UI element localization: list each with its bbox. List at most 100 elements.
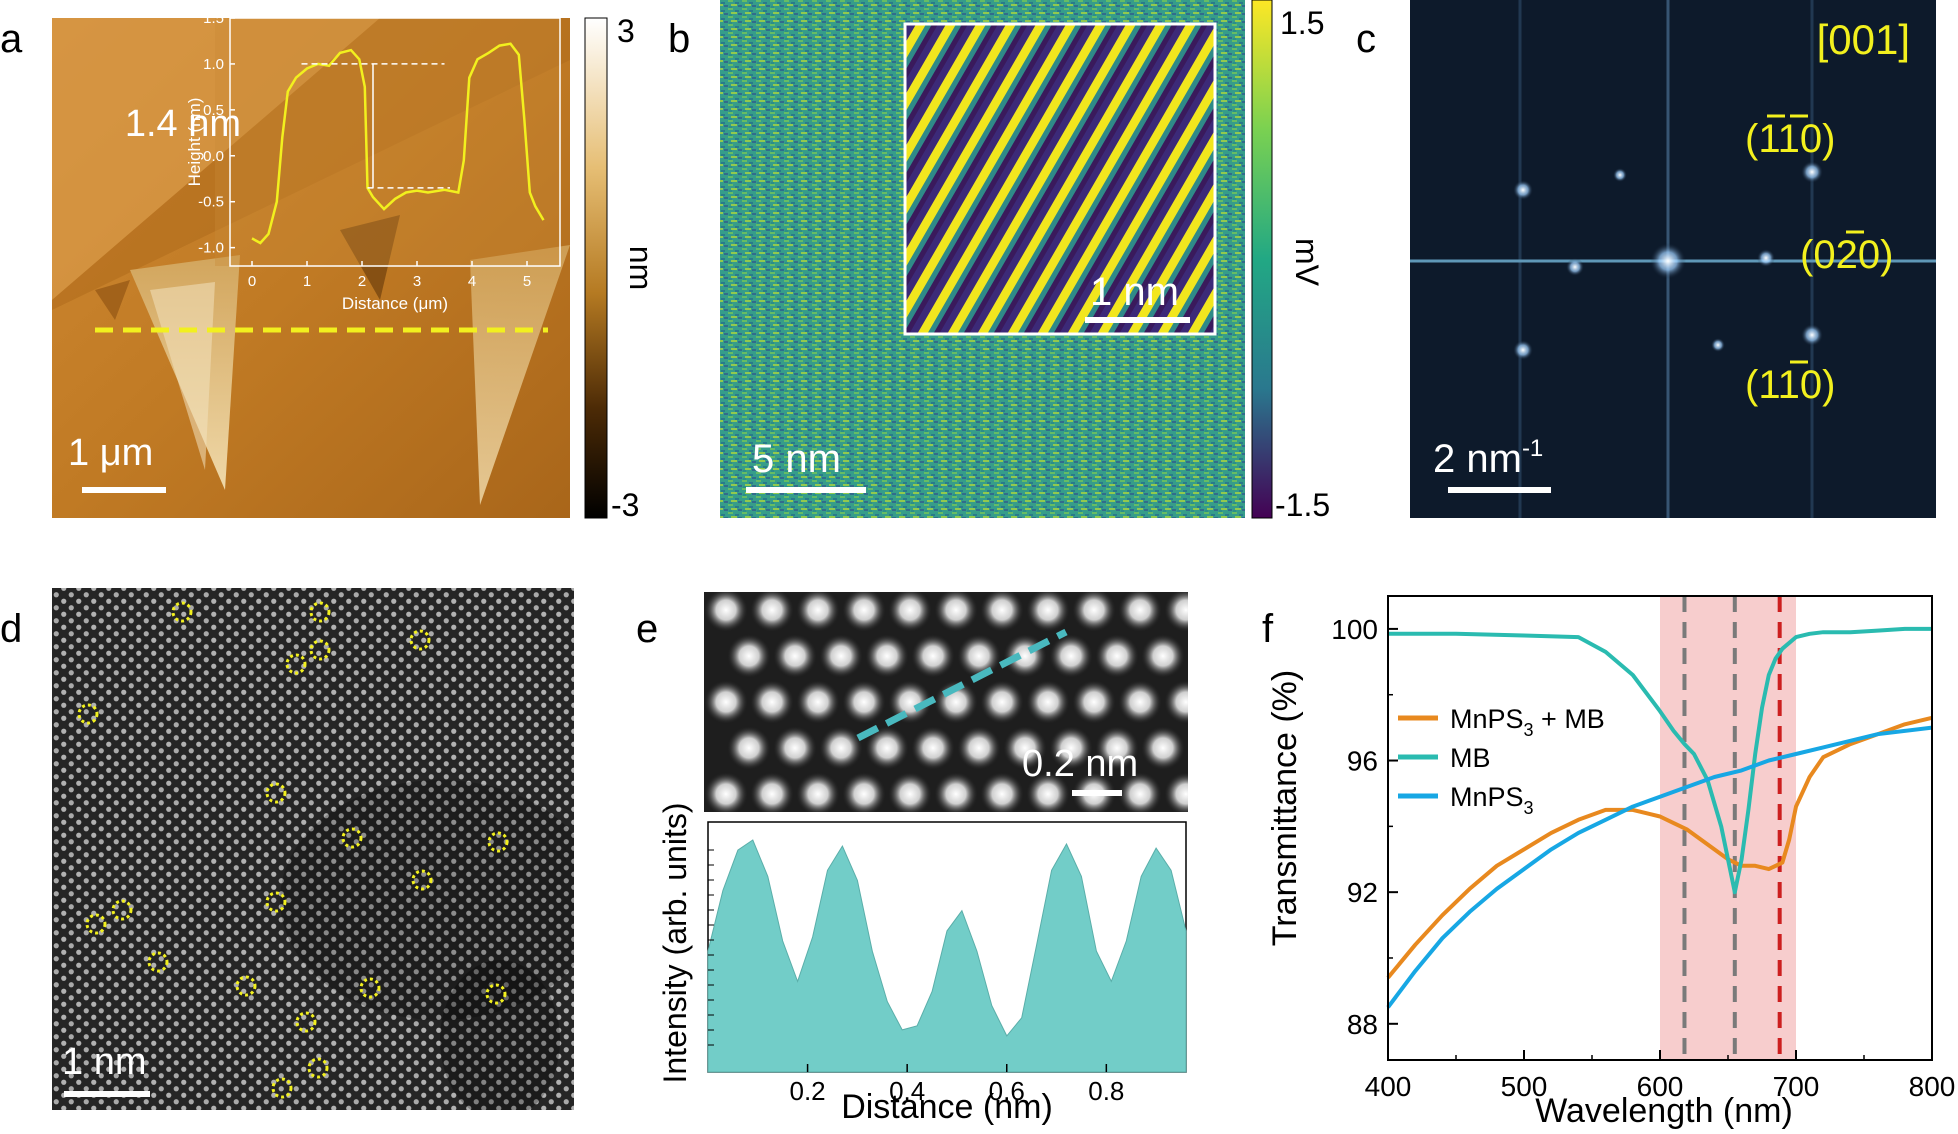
legend-label-main: MB <box>1450 743 1491 773</box>
inset-ticks: 0 1 2 3 4 5 1.5 1.0 0.5 0.0 -0.5 -1.0 <box>198 10 531 290</box>
vacancy-marker <box>409 629 431 651</box>
vacancy-marker <box>307 1057 329 1079</box>
stem-atom <box>888 772 932 812</box>
stem-atom <box>1049 634 1093 678</box>
stem-atom <box>1026 772 1070 812</box>
stem-atom <box>1118 592 1162 632</box>
vacancy-marker <box>341 827 363 849</box>
vacancy-marker <box>77 703 99 725</box>
stem-atom <box>1118 772 1162 812</box>
stem-atom <box>819 726 863 770</box>
stem-atom <box>842 772 886 812</box>
x-tick-label: 400 <box>1365 1071 1412 1102</box>
inset-y-tick-label: 0.5 <box>203 102 224 119</box>
stem-atom <box>888 592 932 632</box>
colorbar-b-top: 1.5 <box>1280 5 1324 41</box>
stm-inset <box>903 22 1217 336</box>
colorbar-a-top: 3 <box>617 13 635 49</box>
stem-atom <box>1141 726 1185 770</box>
miller-2-h: 0 <box>1813 233 1835 277</box>
miller-1-k: 1 <box>1778 117 1800 161</box>
vacancy-marker <box>309 639 331 661</box>
stem-atom <box>842 592 886 632</box>
stem-atom <box>957 726 1001 770</box>
stem-atom <box>980 772 1024 812</box>
colorbar-a-bottom: -3 <box>611 487 639 523</box>
scalebar-c-label: 2 nm-1 <box>1433 435 1543 481</box>
inset-background <box>215 18 560 266</box>
stem-atom <box>796 592 840 632</box>
stem-atom <box>1095 726 1139 770</box>
intensity-x-tick-label: 0.8 <box>1088 1076 1124 1106</box>
miller-3-open: ( <box>1745 363 1759 407</box>
y-tick-label: 96 <box>1347 746 1378 777</box>
panel-d: d 1 nm <box>0 588 574 1110</box>
stem-atom <box>773 726 817 770</box>
series-line <box>1386 715 1933 979</box>
vacancy-marker <box>171 601 193 623</box>
panel-letter-a: a <box>0 17 23 61</box>
miller-2-open: ( <box>1800 233 1814 277</box>
stem-atom <box>1187 649 1188 663</box>
fft-spot <box>1801 324 1823 346</box>
miller-index-1: (110) <box>1745 114 1836 161</box>
scalebar-b-label: 5 nm <box>752 437 841 481</box>
stem-atom <box>934 592 978 632</box>
series-line <box>1388 626 1932 895</box>
legend-label: MnPS3 <box>1450 782 1534 818</box>
panel-letter-c: c <box>1356 17 1376 61</box>
fft-spot <box>1513 180 1533 200</box>
zone-axis-label: [001] <box>1817 16 1910 63</box>
stem-atom <box>934 772 978 812</box>
stem-atom <box>980 592 1024 632</box>
miller-3-text: (110) <box>1745 363 1835 407</box>
legend-label-sub: 3 <box>1524 798 1534 818</box>
stem-atom <box>704 680 748 724</box>
miller-1-open: ( <box>1745 117 1759 161</box>
vacancy-marker <box>411 869 433 891</box>
colorbar-a-unit: nm <box>623 246 659 290</box>
vacancy-marker <box>487 831 509 853</box>
miller-1-h: 1 <box>1758 117 1779 161</box>
legend-label: MB <box>1450 743 1491 773</box>
inset-y-tick-label: -1.0 <box>198 240 224 257</box>
afm-dark-notch-2 <box>340 215 400 300</box>
series-line <box>1386 725 1933 1009</box>
x-tick-label: 600 <box>1637 1071 1684 1102</box>
fft-spot <box>1757 249 1775 267</box>
miller-2-k: 2 <box>1836 233 1858 277</box>
stem-atom <box>704 592 748 632</box>
stem-atom <box>750 680 794 724</box>
panel-c: c [001] (110) (020) (110) 2 nm-1 <box>1356 0 1936 518</box>
miller-1-l: 0) <box>1800 117 1836 161</box>
stem-atom <box>796 772 840 812</box>
stem-atom <box>1187 741 1188 755</box>
vacancy-marker <box>359 977 381 999</box>
scalebar-a-label: 1 μm <box>68 432 153 474</box>
stem-atom <box>980 680 1024 724</box>
vacancy-markers <box>77 601 509 1099</box>
stem-atom <box>750 772 794 812</box>
inset-height-profile: 0 1 2 3 4 5 1.5 1.0 0.5 0.0 -0.5 -1.0 1.4 nm Distan… <box>125 10 561 313</box>
x-tick-label: 800 <box>1909 1071 1956 1102</box>
stem-atom <box>842 680 886 724</box>
x-tick-label: 700 <box>1773 1071 1820 1102</box>
stem-atom <box>1141 634 1185 678</box>
legend-label-sub: 3 <box>1524 720 1534 740</box>
inset-profile-curve <box>251 42 545 245</box>
scalebar-c-sup: -1 <box>1522 435 1543 462</box>
afm-step-edge <box>52 18 570 310</box>
legend-label: MnPS3 + MB <box>1450 704 1605 740</box>
miller-2-l: 0) <box>1858 233 1894 277</box>
colorbar-b-unit: mV <box>1289 238 1325 287</box>
haadf-shading <box>52 588 574 1110</box>
x-tick-label: 500 <box>1501 1071 1548 1102</box>
panel-letter-f: f <box>1262 607 1274 651</box>
legend-label-tail: + MB <box>1534 704 1605 734</box>
inset-axes-box <box>229 17 561 267</box>
scalebar-e-label: 0.2 nm <box>1022 743 1138 785</box>
intensity-ticks: 0.2 0.4 0.6 0.8 <box>708 849 1124 1106</box>
stem-atom <box>704 772 748 812</box>
